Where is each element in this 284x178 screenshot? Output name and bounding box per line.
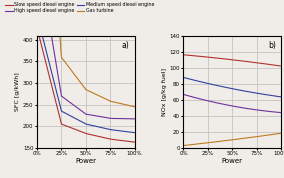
High speed diesel engine: [93, 115, 97, 117]
Gas turbine: [133, 106, 136, 108]
Slow speed diesel engine: [118, 139, 121, 141]
Y-axis label: SFC [g/kWh]: SFC [g/kWh]: [15, 72, 20, 111]
High speed diesel engine: [93, 115, 97, 117]
High speed diesel engine: [118, 117, 121, 120]
Gas turbine: [93, 93, 97, 95]
Gas turbine: [118, 102, 121, 104]
Medium speed diesel engine: [93, 125, 97, 127]
X-axis label: Power: Power: [222, 158, 243, 164]
Gas turbine: [93, 93, 97, 95]
Medium speed diesel engine: [93, 125, 97, 127]
Slow speed diesel engine: [93, 135, 97, 137]
Slow speed diesel engine: [93, 135, 97, 137]
Text: b): b): [268, 41, 276, 50]
Slow speed diesel engine: [133, 141, 136, 143]
Text: a): a): [122, 41, 130, 50]
Slow speed diesel engine: [95, 135, 99, 137]
Line: Medium speed diesel engine: Medium speed diesel engine: [37, 18, 135, 133]
Y-axis label: NOx [g/kg fuel]: NOx [g/kg fuel]: [162, 68, 167, 116]
Medium speed diesel engine: [133, 132, 136, 134]
Medium speed diesel engine: [36, 17, 39, 19]
Gas turbine: [95, 94, 99, 96]
Line: Gas turbine: Gas turbine: [37, 0, 135, 107]
Slow speed diesel engine: [36, 30, 39, 32]
High speed diesel engine: [133, 118, 136, 120]
Slow speed diesel engine: [124, 140, 127, 142]
Medium speed diesel engine: [124, 130, 127, 133]
Slow speed diesel engine: [36, 30, 39, 32]
Line: High speed diesel engine: High speed diesel engine: [37, 0, 135, 119]
Medium speed diesel engine: [36, 17, 39, 19]
Line: Slow speed diesel engine: Slow speed diesel engine: [37, 31, 135, 142]
X-axis label: Power: Power: [75, 158, 96, 164]
Legend: Slow speed diesel engine, High speed diesel engine, Medium speed diesel engine, : Slow speed diesel engine, High speed die…: [5, 2, 154, 13]
High speed diesel engine: [124, 118, 127, 120]
Medium speed diesel engine: [118, 130, 121, 132]
Medium speed diesel engine: [95, 125, 99, 128]
High speed diesel engine: [95, 115, 99, 117]
Gas turbine: [124, 104, 127, 106]
